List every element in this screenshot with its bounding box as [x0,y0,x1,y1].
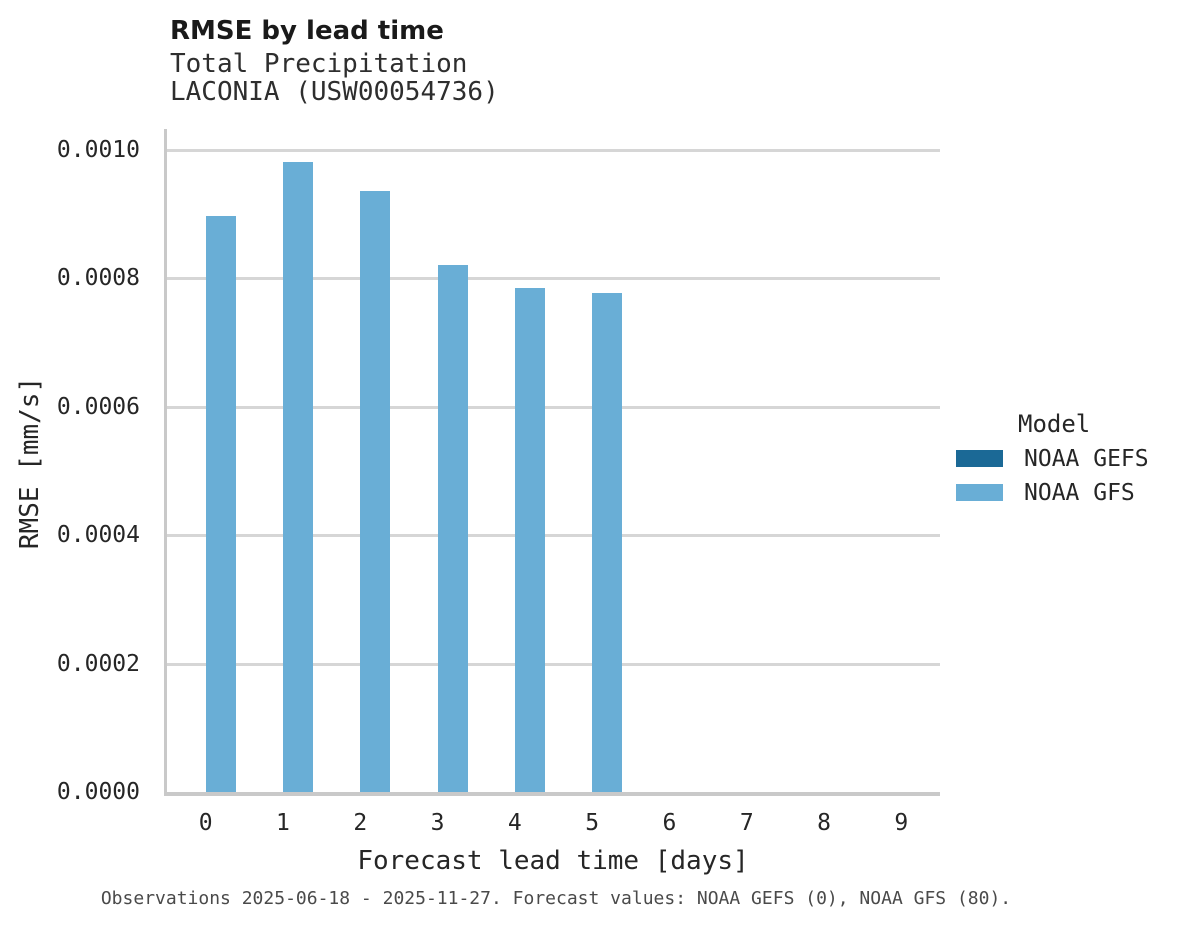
gridline-y-0.0006 [167,405,940,409]
y-tick-label-0.0008: 0.0008 [56,265,140,291]
bar-noaa-gfs-lead-5 [592,293,623,792]
gridline-y-0.0010 [167,148,940,152]
bar-noaa-gfs-lead-2 [360,190,391,792]
y-tick-label-0.0010: 0.0010 [56,136,140,163]
y-tick-label-0.0000: 0.0000 [56,779,140,805]
y-tick-label-0.0006: 0.0006 [56,393,140,420]
x-axis-spine [164,792,940,796]
chart-subtitle-line-2: LACONIA (USW00054736) [170,77,499,107]
gridline-y-0.0008 [167,277,940,280]
x-tick-label-4: 4 [507,810,522,836]
x-tick-label-3: 3 [430,810,445,836]
x-tick-label-2: 2 [353,810,368,836]
chart-subtitle-line-1: Total Precipitation [170,49,468,79]
legend-label: NOAA GEFS [1024,445,1149,472]
legend-title: Model [1018,410,1091,438]
legend-items: NOAA GEFS NOAA GFS [956,446,1176,506]
x-tick-label-8: 8 [817,810,831,836]
plot-area [167,129,940,792]
bar-noaa-gfs-lead-1 [282,161,313,792]
x-tick-label-5: 5 [585,810,600,836]
legend-item-noaa-gefs: NOAA GEFS [956,446,1176,472]
gridline-y-0.0004 [167,534,940,537]
gridline-y-0.0002 [167,662,940,666]
y-tick-label-0.0004: 0.0004 [56,522,140,548]
x-tick-label-6: 6 [662,810,677,836]
legend-item-noaa-gfs: NOAA GFS [956,480,1176,506]
bar-noaa-gfs-lead-3 [437,265,468,792]
bar-noaa-gfs-lead-4 [514,287,545,792]
chart-title: RMSE by lead time [170,16,444,46]
x-tick-label-7: 7 [739,810,754,836]
x-tick-label-9: 9 [894,810,909,836]
caption: Observations 2025-06-18 - 2025-11-27. Fo… [100,888,1012,909]
chart-subtitle: Total Precipitation LACONIA (USW00054736… [170,50,499,106]
x-axis-title: Forecast lead time [days] [357,846,749,876]
x-tick-label-0: 0 [198,810,213,836]
legend: Model NOAA GEFS NOAA GFS [956,410,1176,518]
y-tick-label-0.0002: 0.0002 [56,650,140,677]
legend-swatch-icon [956,484,1003,501]
legend-swatch-icon [956,450,1003,467]
bar-noaa-gfs-lead-0 [205,216,236,792]
legend-label: NOAA GFS [1024,479,1135,506]
x-tick-label-1: 1 [276,810,290,836]
y-axis-spine [164,129,167,796]
